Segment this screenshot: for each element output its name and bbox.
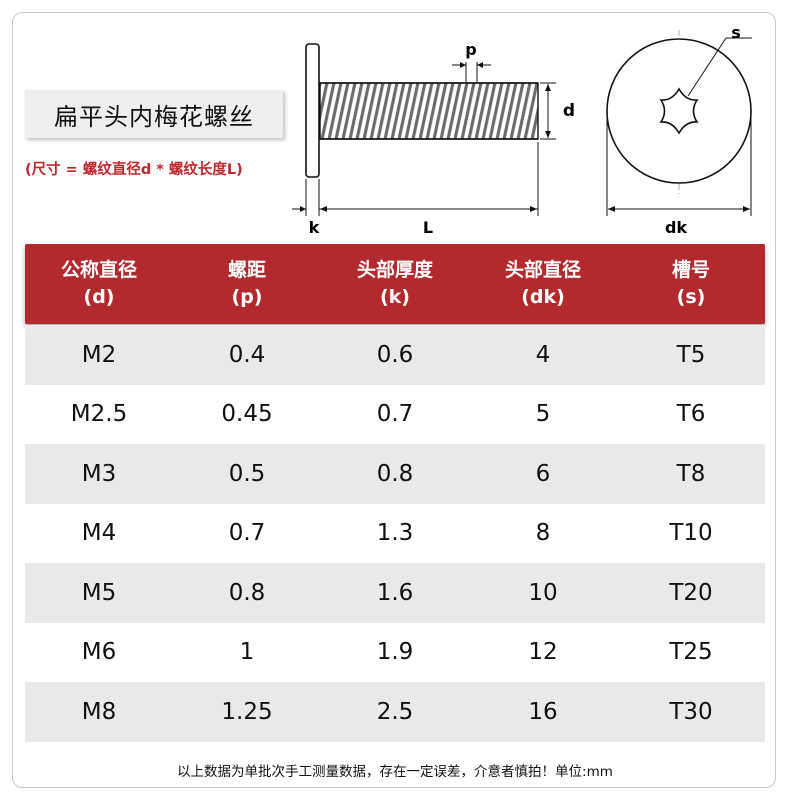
label-dk: dk [665, 218, 687, 237]
measurement-disclaimer: 以上数据为单批次手工测量数据，存在一定误差，介意者慎拍！单位:mm [177, 764, 613, 780]
label-s: s [731, 23, 741, 42]
label-p: p [465, 40, 476, 59]
table-row: M5 0.8 1.6 10 T20 [25, 563, 765, 623]
table-row: M8 1.25 2.5 16 T30 [25, 682, 765, 742]
spec-table-header: 公称直径 (d) 螺距 (p) 头部厚度 (k) 头部直径 (dk) 槽号 (s) [25, 244, 765, 324]
header-drive-size: 槽号 (s) [671, 259, 710, 308]
torx-socket-icon [659, 87, 699, 135]
screw-diagram: p d k L s dk [292, 23, 752, 237]
table-row: M3 0.5 0.8 6 T8 [25, 444, 765, 504]
table-row: M2.5 0.45 0.7 5 T6 [70, 401, 706, 428]
header-pitch: 螺距 (p) [227, 259, 266, 308]
screw-thread [319, 82, 539, 140]
product-title: 扁平头内梅花螺丝 [25, 90, 283, 138]
label-L: L [423, 218, 433, 237]
header-head-diameter: 头部直径 (dk) [504, 259, 581, 308]
header-head-thickness: 头部厚度 (k) [356, 259, 433, 308]
header-nominal-diameter: 公称直径 (d) [60, 259, 137, 308]
label-k: k [309, 218, 320, 237]
table-row: M6 1 1.9 12 T25 [81, 639, 713, 666]
label-d: d [563, 101, 575, 121]
spec-table-body: M2 0.4 0.6 4 T5 M2.5 0.45 0.7 5 T6 M3 0.5 0.8 6 T8 M… [25, 325, 765, 742]
table-row: M4 0.7 1.3 8 T10 [81, 520, 713, 547]
table-row: M2 0.4 0.6 4 T5 [25, 325, 765, 385]
size-note: (尺寸 = 螺纹直径d * 螺纹长度L) [25, 162, 243, 178]
screw-head [305, 43, 320, 178]
